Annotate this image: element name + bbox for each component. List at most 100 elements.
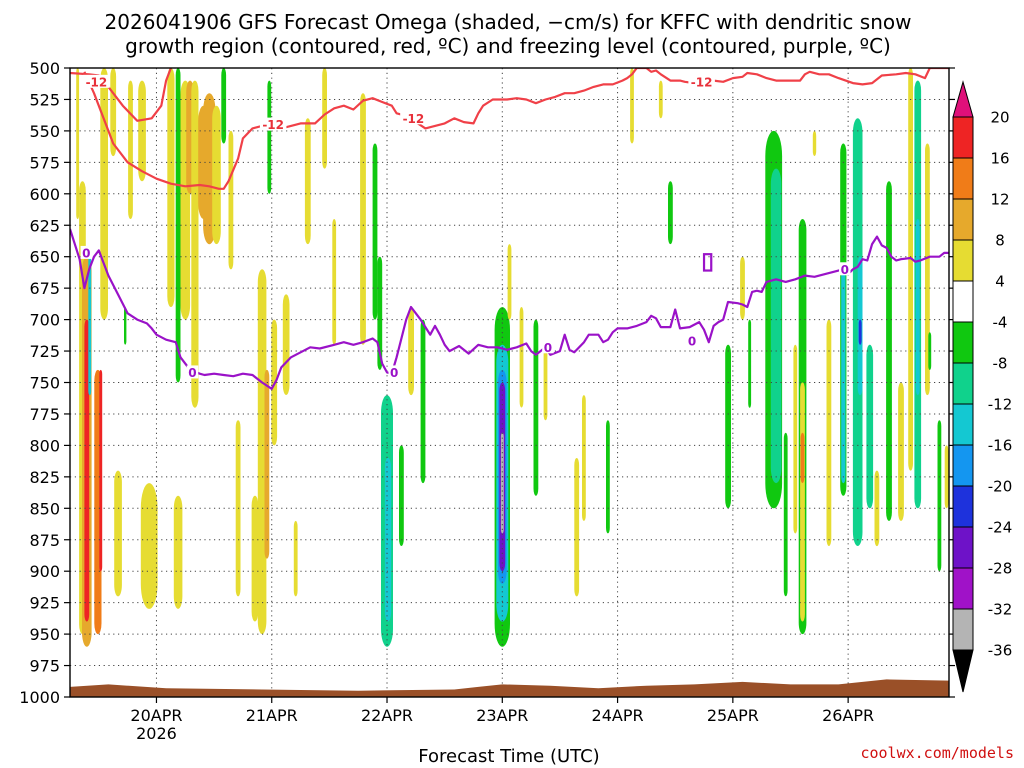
omega-cell — [582, 395, 586, 521]
colorbar-top-triangle — [952, 80, 974, 118]
omega-cell — [114, 470, 122, 597]
y-tick-label: 525 — [29, 90, 60, 109]
omega-cell — [221, 68, 227, 144]
contour-label-bg — [839, 262, 851, 276]
omega-cell — [858, 319, 862, 345]
colorbar-box — [952, 567, 974, 610]
omega-cell — [88, 256, 92, 396]
x-tick-sublabel: 2026 — [136, 724, 177, 743]
omega-cell — [228, 130, 234, 270]
freezing-contour-label: 0 — [82, 246, 90, 260]
y-tick-label: 800 — [29, 436, 60, 455]
omega-cell — [76, 68, 80, 219]
y-tick-label: 900 — [29, 562, 60, 581]
y-tick-label: 750 — [29, 374, 60, 393]
contour-label-bg — [400, 111, 427, 125]
omega-cell — [167, 68, 175, 307]
freezing-contour-label: 0 — [544, 341, 552, 355]
colorbar-box — [952, 116, 974, 159]
omega-cell — [944, 445, 949, 509]
colorbar-box — [952, 157, 974, 200]
x-tick-label: 24APR — [592, 706, 644, 725]
y-tick-label: 975 — [29, 657, 60, 676]
colorbar-box — [952, 608, 974, 651]
y-axis: 500 525 550 575 600 625 650 675 700 725 750 775 800 8… — [19, 59, 955, 707]
plot-area — [70, 68, 949, 697]
contour-label-bg — [83, 74, 110, 88]
freezing-level-closed-contour — [702, 253, 713, 272]
omega-cell — [915, 219, 920, 396]
omega-cell — [322, 68, 327, 169]
omega-cell — [384, 458, 392, 622]
omega-cell — [84, 319, 90, 622]
omega-cell — [783, 432, 788, 597]
colorbar-bottom-triangle — [952, 649, 974, 693]
freezing-contour-label: 0 — [841, 263, 849, 277]
y-tick-label: 725 — [29, 342, 60, 361]
contour-label-bg — [80, 245, 93, 259]
omega-cell — [533, 319, 539, 496]
y-tick-label: 850 — [29, 499, 60, 518]
y-tick-label: 500 — [29, 59, 60, 78]
colorbar-box — [952, 239, 974, 282]
dgz-contour-main — [83, 68, 949, 190]
contour-label-bg — [259, 117, 287, 131]
omega-cell — [257, 269, 267, 635]
omega-cell — [908, 68, 913, 471]
colorbar-tick-label: -28 — [988, 560, 1013, 578]
colorbar-tick-label: 8 — [995, 232, 1005, 250]
y-tick-label: 675 — [29, 279, 60, 298]
omega-cell — [841, 269, 846, 484]
colorbar-tick-label: -24 — [988, 519, 1013, 537]
omega-cell — [128, 80, 133, 219]
colorbar-tick-label: -20 — [988, 478, 1013, 496]
omega-cell — [251, 495, 259, 622]
omega-cell — [360, 93, 366, 345]
contour-label-bg — [688, 74, 715, 88]
omega-cell — [800, 382, 805, 622]
colorbar-tick-label: -4 — [993, 314, 1008, 332]
contour-label-bg — [686, 333, 698, 347]
x-tick-label: 26APR — [822, 706, 874, 725]
omega-cell — [725, 344, 731, 509]
x-tick-label: 25APR — [707, 706, 759, 725]
colorbar-box — [952, 321, 974, 364]
colorbar-tick-label: -32 — [988, 601, 1013, 619]
omega-cell — [812, 130, 817, 157]
colorbar-tick-label: 16 — [990, 150, 1009, 168]
y-tick-label: 925 — [29, 594, 60, 613]
colorbar-tick-label: -36 — [988, 642, 1013, 660]
omega-cell — [372, 143, 378, 320]
dgz-contour-label: -12 — [262, 118, 284, 132]
contour-label-bg — [542, 340, 554, 354]
colorbar-box — [952, 526, 974, 569]
y-tick-label: 650 — [29, 248, 60, 267]
omega-cell — [826, 319, 832, 546]
dgz-contour-label: -12 — [403, 112, 425, 126]
omega-cell — [925, 143, 930, 396]
colorbar-box — [952, 444, 974, 487]
colorbar-box — [952, 403, 974, 446]
y-tick-label: 550 — [29, 122, 60, 141]
freezing-contour-label: 0 — [390, 366, 398, 380]
grid-lines — [70, 68, 949, 697]
omega-cell — [140, 483, 158, 609]
omega-cell — [332, 219, 337, 345]
omega-cell — [173, 495, 183, 609]
y-tick-label: 825 — [29, 468, 60, 487]
omega-cell — [770, 168, 782, 484]
omega-cell — [574, 458, 580, 597]
contour-label-bg — [186, 365, 199, 379]
ground-terrain — [70, 679, 949, 697]
omega-cell — [793, 344, 798, 534]
x-axis-title: Forecast Time (UTC) — [418, 746, 599, 767]
x-tick-label: 22APR — [361, 706, 413, 725]
colorbar-box — [952, 280, 974, 323]
y-tick-label: 950 — [29, 625, 60, 644]
x-tick-label: 20APR — [130, 706, 182, 725]
contour-labels: -12 -12 -12 -12 0 0 0 0 0 0 — [80, 74, 851, 380]
omega-cell — [377, 256, 383, 370]
omega-cell — [668, 181, 673, 245]
contour-label-bg — [388, 365, 400, 379]
